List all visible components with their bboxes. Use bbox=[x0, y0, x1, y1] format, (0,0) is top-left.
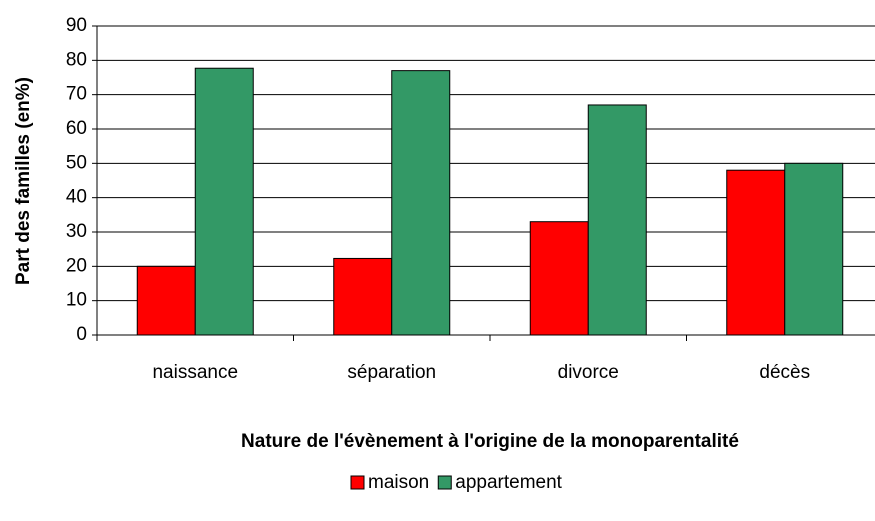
y-tick-label: 10 bbox=[66, 290, 87, 311]
legend-label: maison bbox=[368, 472, 429, 493]
bar bbox=[784, 162, 844, 336]
x-tick-label: divorce bbox=[558, 362, 619, 383]
y-tick-label: 70 bbox=[66, 84, 87, 105]
x-tick-label: décès bbox=[759, 362, 810, 383]
legend-swatch bbox=[437, 475, 452, 490]
bar bbox=[194, 67, 254, 336]
bar bbox=[333, 257, 393, 336]
y-tick-label: 40 bbox=[66, 187, 87, 208]
y-tick-label: 20 bbox=[66, 255, 87, 276]
bar bbox=[587, 104, 647, 336]
y-tick-label: 50 bbox=[66, 152, 87, 173]
bar bbox=[391, 70, 451, 336]
bar bbox=[136, 265, 196, 336]
y-tick-label: 80 bbox=[66, 49, 87, 70]
bar bbox=[726, 169, 786, 336]
legend-label: appartement bbox=[455, 472, 562, 493]
x-tick-label: naissance bbox=[152, 362, 238, 383]
y-axis-title: Part des familles (en%) bbox=[13, 77, 34, 285]
y-tick-label: 60 bbox=[66, 118, 87, 139]
y-tick-label: 90 bbox=[66, 15, 87, 36]
bar bbox=[529, 221, 589, 336]
x-axis-title: Nature de l'évènement à l'origine de la … bbox=[241, 431, 739, 452]
y-tick-label: 30 bbox=[66, 221, 87, 242]
x-tick-label: séparation bbox=[347, 362, 436, 383]
legend-swatch bbox=[350, 475, 365, 490]
y-tick-label: 0 bbox=[76, 324, 87, 345]
